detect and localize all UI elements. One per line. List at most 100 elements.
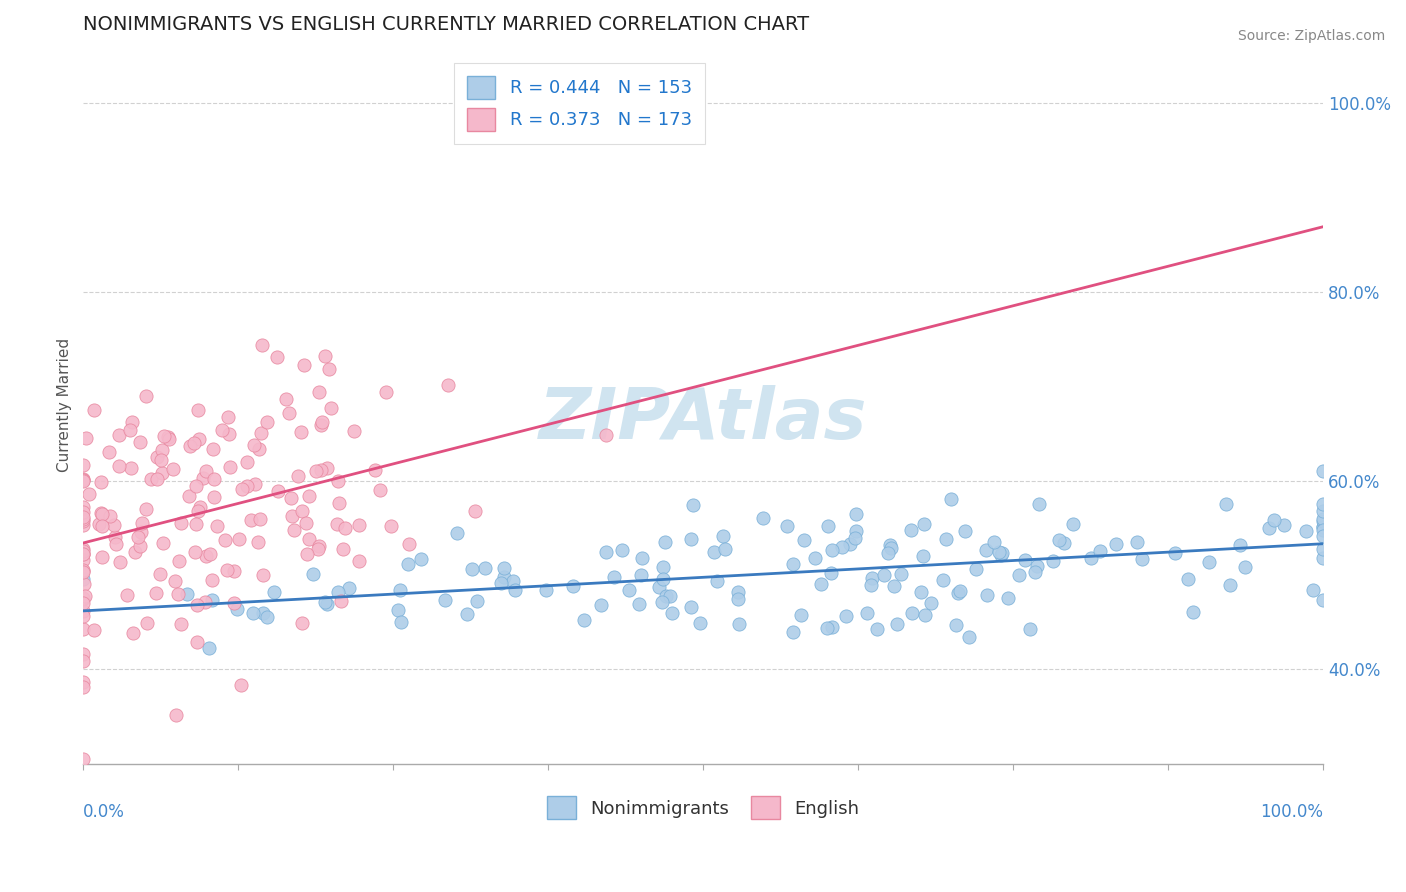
Point: [436, 377, 458, 392]
Point: [820, 566, 842, 580]
Point: [162, 462, 184, 476]
Point: [236, 455, 259, 469]
Point: [347, 554, 370, 568]
Point: [655, 590, 678, 604]
Point: [72, 548, 94, 562]
Point: [105, 537, 128, 551]
Point: [72, 566, 94, 580]
Point: [146, 472, 169, 486]
Point: [186, 479, 208, 493]
Point: [214, 533, 236, 547]
Point: [883, 579, 905, 593]
Point: [188, 500, 211, 514]
Point: [502, 574, 524, 588]
Point: [706, 574, 728, 589]
Point: [247, 442, 270, 456]
Point: [658, 590, 681, 604]
Point: [953, 524, 976, 538]
Point: [1014, 552, 1036, 566]
Point: [1272, 517, 1295, 532]
Point: [72, 752, 94, 766]
Point: [311, 417, 333, 432]
Point: [1312, 551, 1334, 566]
Point: [187, 403, 209, 417]
Point: [630, 550, 652, 565]
Point: [165, 708, 187, 723]
Point: [976, 588, 998, 602]
Point: [782, 624, 804, 639]
Point: [110, 555, 132, 569]
Point: [87, 516, 110, 531]
Point: [860, 578, 883, 592]
Point: [242, 606, 264, 620]
Point: [120, 423, 142, 437]
Point: [135, 389, 157, 403]
Point: [879, 538, 901, 552]
Point: [249, 512, 271, 526]
Point: [810, 577, 832, 591]
Point: [72, 541, 94, 556]
Point: [72, 547, 94, 561]
Point: [281, 508, 304, 523]
Point: [72, 473, 94, 487]
Point: [316, 461, 339, 475]
Point: [651, 594, 673, 608]
Point: [72, 591, 94, 606]
Point: [91, 507, 114, 521]
Point: [328, 496, 350, 510]
Point: [308, 384, 330, 399]
Point: [1164, 546, 1187, 560]
Point: [167, 554, 190, 568]
Point: [561, 578, 583, 592]
Point: [195, 549, 218, 564]
Point: [776, 519, 799, 533]
Point: [1024, 565, 1046, 579]
Point: [218, 460, 240, 475]
Point: [256, 610, 278, 624]
Point: [1181, 605, 1204, 619]
Point: [198, 548, 221, 562]
Point: [681, 533, 703, 547]
Point: [328, 585, 350, 599]
Point: [713, 542, 735, 557]
Point: [1302, 583, 1324, 598]
Point: [689, 615, 711, 630]
Point: [335, 521, 357, 535]
Point: [228, 532, 250, 546]
Point: [505, 583, 527, 598]
Point: [727, 591, 749, 606]
Point: [77, 487, 100, 501]
Point: [337, 582, 360, 596]
Point: [247, 535, 270, 549]
Point: [72, 474, 94, 488]
Point: [314, 349, 336, 363]
Point: [194, 464, 217, 478]
Point: [976, 543, 998, 558]
Point: [654, 535, 676, 549]
Point: [305, 464, 328, 478]
Point: [179, 438, 201, 452]
Point: [474, 560, 496, 574]
Point: [291, 504, 314, 518]
Point: [72, 505, 94, 519]
Point: [309, 463, 332, 477]
Point: [72, 547, 94, 561]
Point: [380, 519, 402, 533]
Point: [184, 545, 207, 559]
Point: [290, 425, 312, 439]
Point: [790, 607, 813, 622]
Point: [920, 596, 942, 610]
Point: [315, 597, 337, 611]
Point: [1263, 513, 1285, 527]
Point: [347, 518, 370, 533]
Point: [900, 523, 922, 537]
Point: [124, 545, 146, 559]
Point: [186, 635, 208, 649]
Point: [1177, 572, 1199, 586]
Point: [72, 473, 94, 487]
Point: [1130, 552, 1153, 566]
Point: [752, 510, 775, 524]
Point: [115, 588, 138, 602]
Point: [266, 350, 288, 364]
Point: [727, 584, 749, 599]
